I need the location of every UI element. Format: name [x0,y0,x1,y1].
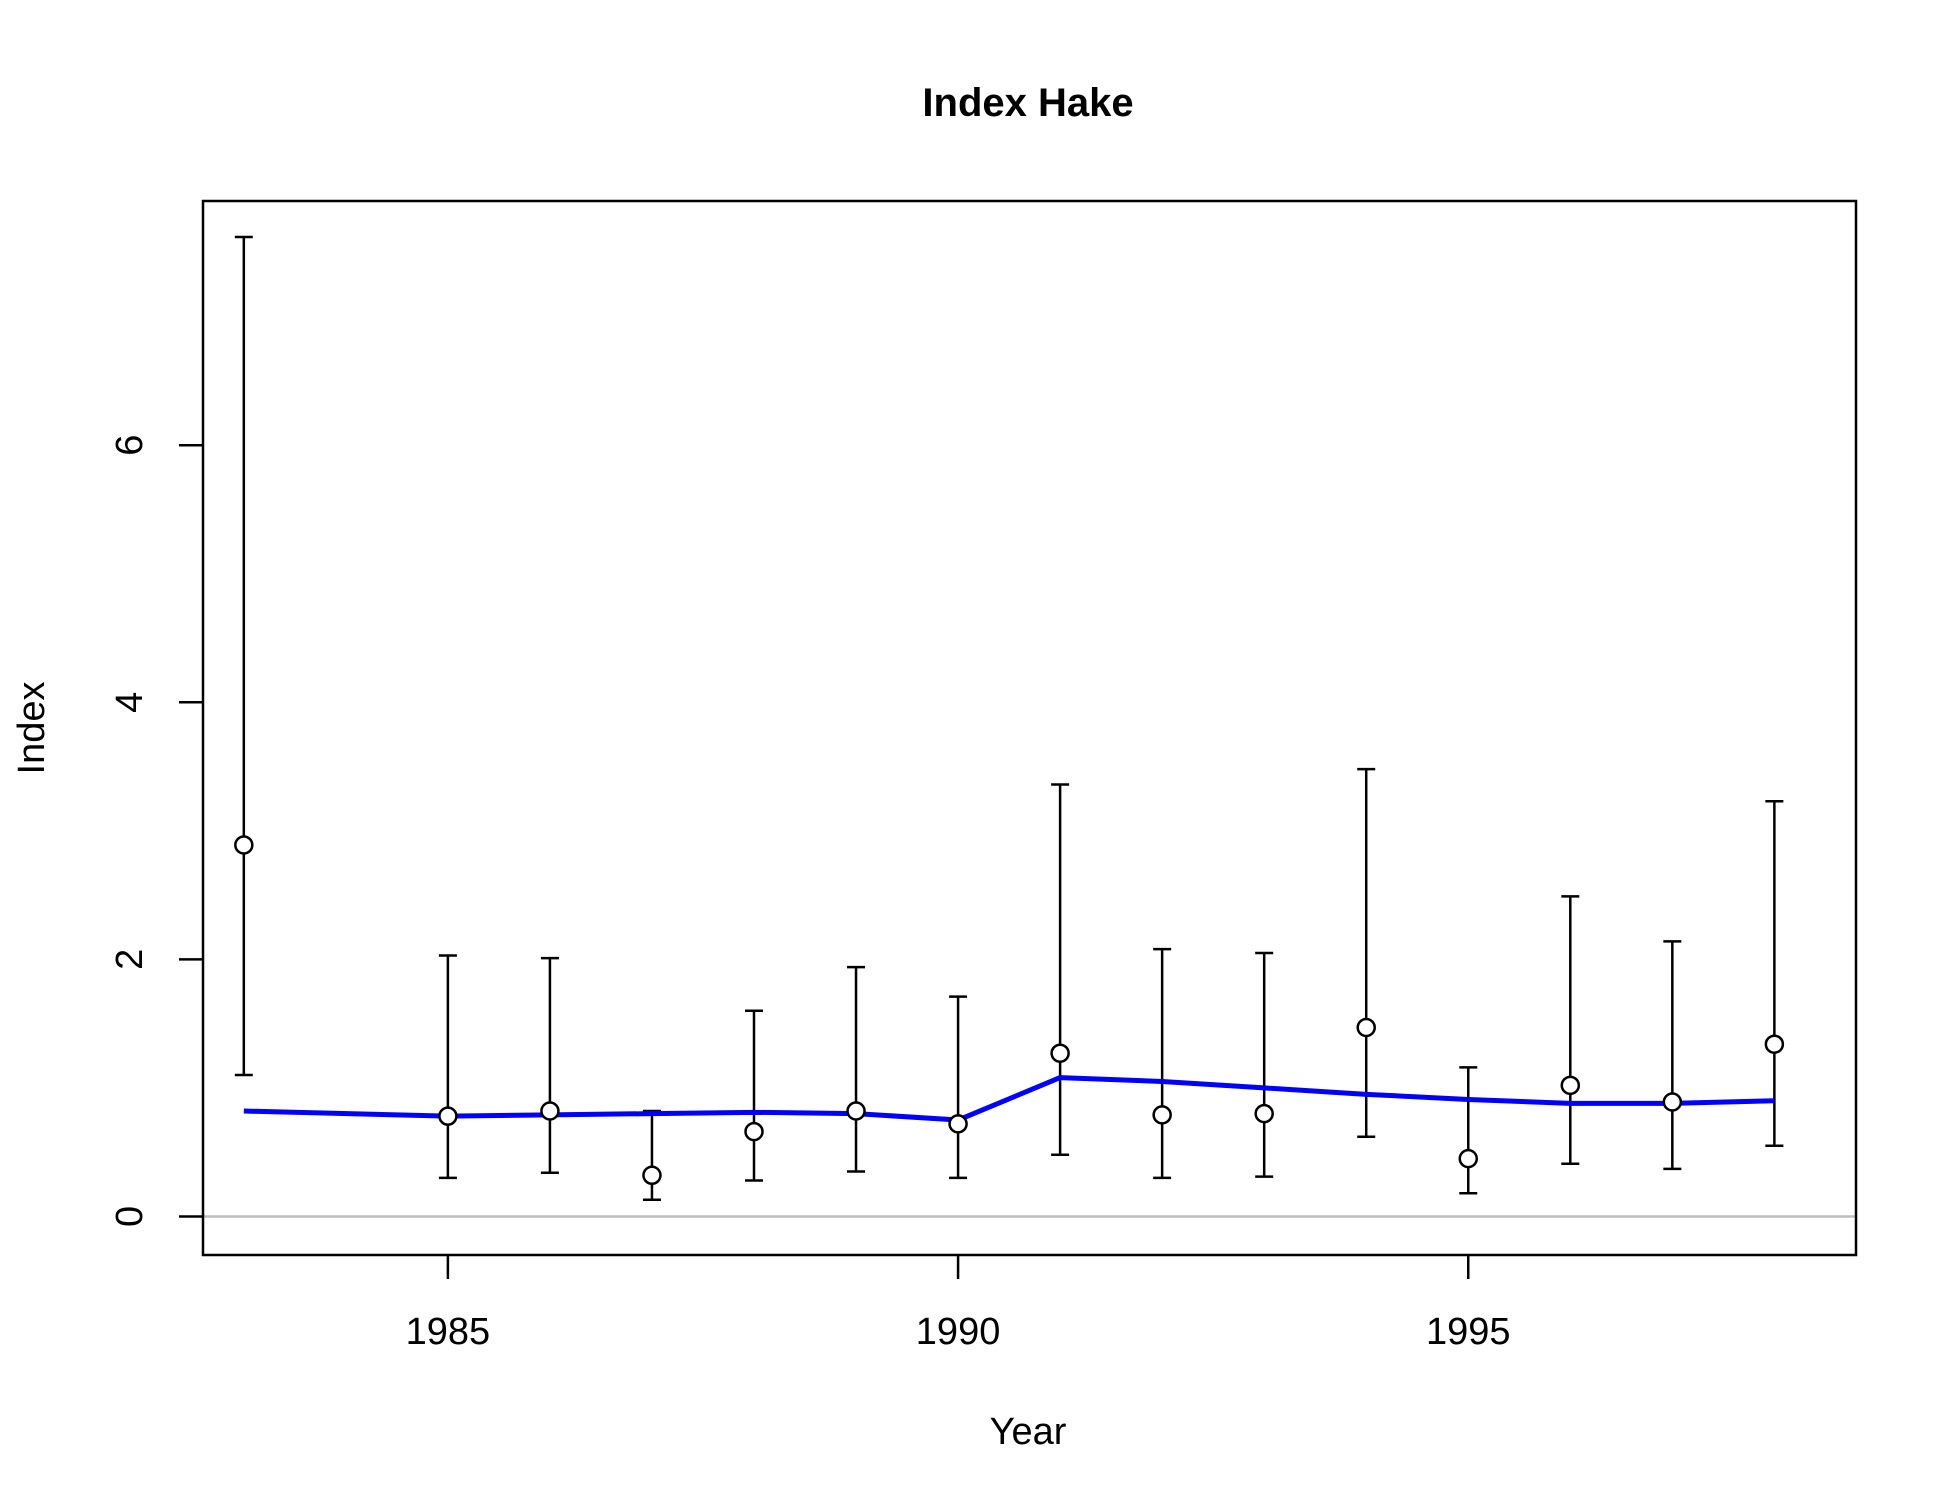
error-bar [1051,783,1070,1156]
fitted-series-line [243,1075,1775,1123]
error-bar [234,235,253,1077]
x-tick-label: 1985 [406,1311,491,1353]
plot-area [203,235,1856,1218]
error-bar [1357,767,1376,1138]
observed-data-point [438,1106,458,1126]
error-bar [540,956,559,1174]
observed-data-point [234,835,254,855]
observed-data-point [1662,1092,1683,1112]
error-bar [949,995,968,1180]
error-bar [1765,800,1784,1147]
y-tick-label: 2 [109,949,151,970]
error-bar [1255,951,1274,1178]
x-axis-label: Year [990,1411,1067,1453]
error-bar [438,954,457,1180]
error-bar [1153,947,1172,1180]
observed-data-point [1050,1043,1070,1063]
y-tick-label: 4 [109,692,151,713]
observed-data-point [642,1165,662,1186]
x-tick-label: 1995 [1426,1311,1511,1353]
observed-data-point [1764,1034,1785,1054]
observed-data-point [1458,1148,1479,1169]
x-tick-label: 1990 [916,1311,1001,1353]
observed-data-point [1152,1105,1172,1125]
chart-title: Index Hake [922,81,1133,125]
observed-data-point [744,1121,764,1142]
observed-data-point [540,1101,560,1121]
error-bar [1561,895,1580,1165]
plot-frame [201,199,1858,1257]
observed-data-point [1560,1075,1581,1096]
observed-data-point [1356,1017,1376,1038]
observed-data-point [1254,1103,1274,1124]
error-bar [745,1009,763,1182]
error-bar [1663,940,1682,1171]
observed-data-point [948,1114,968,1134]
error-bar [1459,1066,1478,1195]
error-bar [847,965,866,1173]
y-tick-label: 6 [109,435,151,456]
y-axis-label: Index [11,682,53,775]
y-tick-label: 0 [109,1206,151,1227]
observed-data-point [846,1101,866,1121]
